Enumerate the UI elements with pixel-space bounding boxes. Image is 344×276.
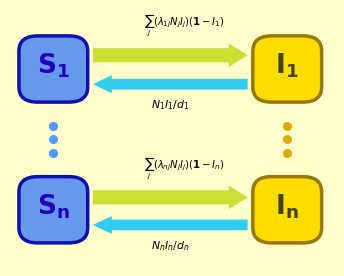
Text: $\mathbf{I_1}$: $\mathbf{I_1}$ [276, 52, 299, 81]
Polygon shape [93, 216, 248, 234]
Text: $\mathbf{I_n}$: $\mathbf{I_n}$ [276, 193, 299, 221]
Polygon shape [93, 186, 248, 209]
FancyBboxPatch shape [19, 36, 88, 102]
Text: $\sum_j(\lambda_{nj}N_jI_j)(\mathbf{1}-I_n)$: $\sum_j(\lambda_{nj}N_jI_j)(\mathbf{1}-I… [144, 156, 224, 182]
Polygon shape [93, 43, 248, 67]
FancyBboxPatch shape [253, 177, 322, 243]
Polygon shape [93, 75, 248, 93]
Text: $N_nI_n/d_n$: $N_nI_n/d_n$ [151, 239, 190, 253]
Text: $\sum_j(\lambda_{1j}N_jI_j)(\mathbf{1}-I_1)$: $\sum_j(\lambda_{1j}N_jI_j)(\mathbf{1}-I… [144, 14, 224, 39]
Text: $\mathbf{S_1}$: $\mathbf{S_1}$ [37, 52, 70, 81]
Text: $N_1I_1/d_1$: $N_1I_1/d_1$ [151, 99, 190, 112]
FancyBboxPatch shape [19, 177, 88, 243]
FancyBboxPatch shape [253, 36, 322, 102]
Text: $\mathbf{S_n}$: $\mathbf{S_n}$ [37, 193, 70, 221]
